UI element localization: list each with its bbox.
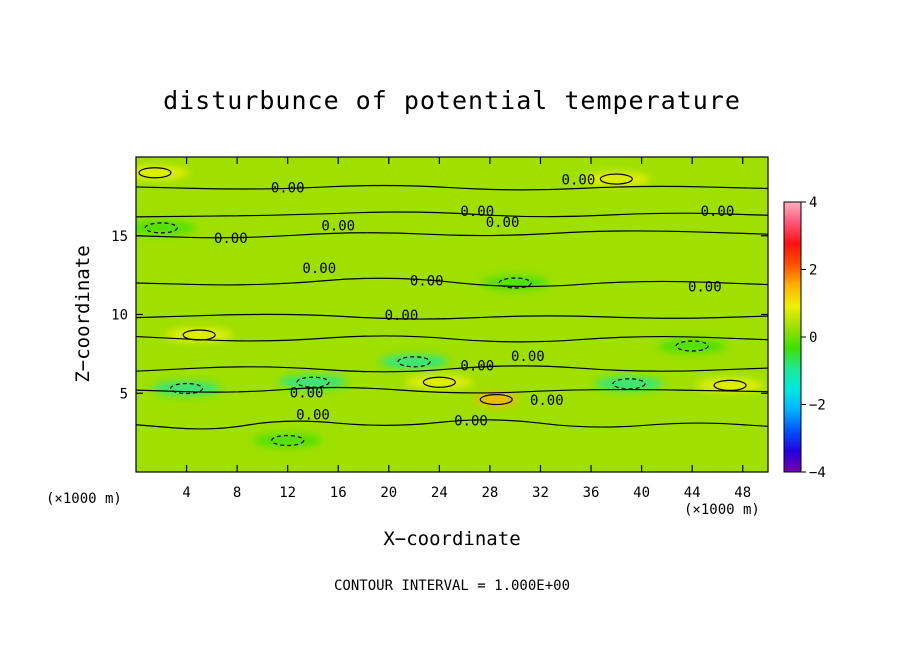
contour-label: 0.00 — [688, 280, 722, 296]
colorbar-tick-label: 2 — [809, 263, 817, 279]
contour-ring — [599, 173, 633, 185]
anomaly-patch — [380, 354, 449, 369]
x-axis-label: X−coordinate — [383, 528, 521, 550]
contour-label: 0.00 — [460, 358, 494, 374]
contour-ring — [182, 329, 216, 341]
anomaly-patch — [594, 376, 663, 391]
contour-line — [136, 419, 768, 430]
z-unit-label: (×1000 m) — [46, 491, 122, 507]
contour-ring — [713, 379, 747, 391]
y-tick-label: 15 — [111, 229, 128, 245]
anomaly-patch — [278, 375, 347, 390]
contour-ring — [422, 376, 456, 388]
contour-label: 0.00 — [701, 204, 735, 220]
contour-ring — [296, 376, 330, 388]
contour-label: 0.00 — [511, 349, 545, 365]
contour-ring — [169, 382, 204, 395]
contour-label: 0.00 — [460, 204, 494, 220]
anomaly-layer — [136, 165, 765, 448]
anomaly-patch — [405, 375, 474, 390]
colorbar-strip — [783, 201, 802, 473]
x-tick-label: 4 — [182, 485, 190, 501]
contour-ring — [138, 167, 172, 179]
contour-ring — [271, 434, 305, 447]
anomaly-patch — [658, 339, 727, 353]
y-tick-label: 5 — [120, 386, 128, 402]
x-tick-label: 12 — [279, 485, 296, 501]
contour-line — [136, 230, 768, 239]
contour-label: 0.00 — [271, 181, 305, 197]
x-tick-label: 24 — [431, 485, 448, 501]
contour-label: 0.00 — [302, 261, 336, 277]
contour-ring — [612, 378, 646, 390]
contour-label: 0.00 — [486, 215, 520, 231]
contour-label: 0.00 — [454, 414, 488, 430]
contour-line — [136, 365, 768, 373]
contour-label: 0.00 — [290, 385, 324, 401]
contour-ring — [479, 393, 513, 406]
colorbar-tick-label: 0 — [809, 330, 817, 346]
x-tick-label: 28 — [481, 485, 498, 501]
contour-ring — [498, 277, 532, 289]
contour-interval-note: CONTOUR INTERVAL = 1.000E+00 — [333, 578, 571, 594]
anomaly-patch — [253, 433, 322, 448]
x-tick-label: 40 — [633, 485, 650, 501]
x-tick-label: 20 — [380, 485, 397, 501]
x-tick-label: 44 — [684, 485, 701, 501]
contour-label: 0.00 — [321, 218, 355, 234]
colorbar-tick-label: −4 — [809, 465, 826, 481]
colorbar-tick-label: −2 — [809, 398, 826, 414]
chart-title: disturbunce of potential temperature — [163, 86, 741, 115]
contour-line — [136, 184, 768, 191]
colorbar-tick-label: 4 — [809, 195, 817, 211]
contour-label: 0.00 — [530, 393, 564, 409]
x-unit-label: (×1000 m) — [684, 502, 760, 518]
contour-line — [136, 211, 768, 218]
x-tick-label: 36 — [583, 485, 600, 501]
anomaly-patch — [696, 378, 765, 393]
y-tick-label: 10 — [111, 308, 128, 324]
contour-line — [136, 335, 768, 343]
contour-line — [136, 277, 768, 288]
contour-label: 0.00 — [214, 231, 248, 247]
anomaly-patch — [582, 172, 651, 187]
contour-label: 0.00 — [385, 308, 419, 324]
x-tick-label: 32 — [532, 485, 549, 501]
x-tick-label: 8 — [233, 485, 241, 501]
anomaly-patch — [136, 165, 189, 180]
contour-ring — [675, 340, 709, 352]
contour-ring — [397, 356, 431, 368]
contour-line — [136, 313, 768, 320]
contour-label: 0.00 — [410, 273, 444, 289]
contour-line — [136, 386, 768, 394]
contour-label: 0.00 — [562, 173, 596, 189]
contour-ring — [144, 222, 178, 234]
x-tick-label: 48 — [734, 485, 751, 501]
x-tick-label: 16 — [330, 485, 347, 501]
contour-label: 0.00 — [296, 407, 330, 423]
